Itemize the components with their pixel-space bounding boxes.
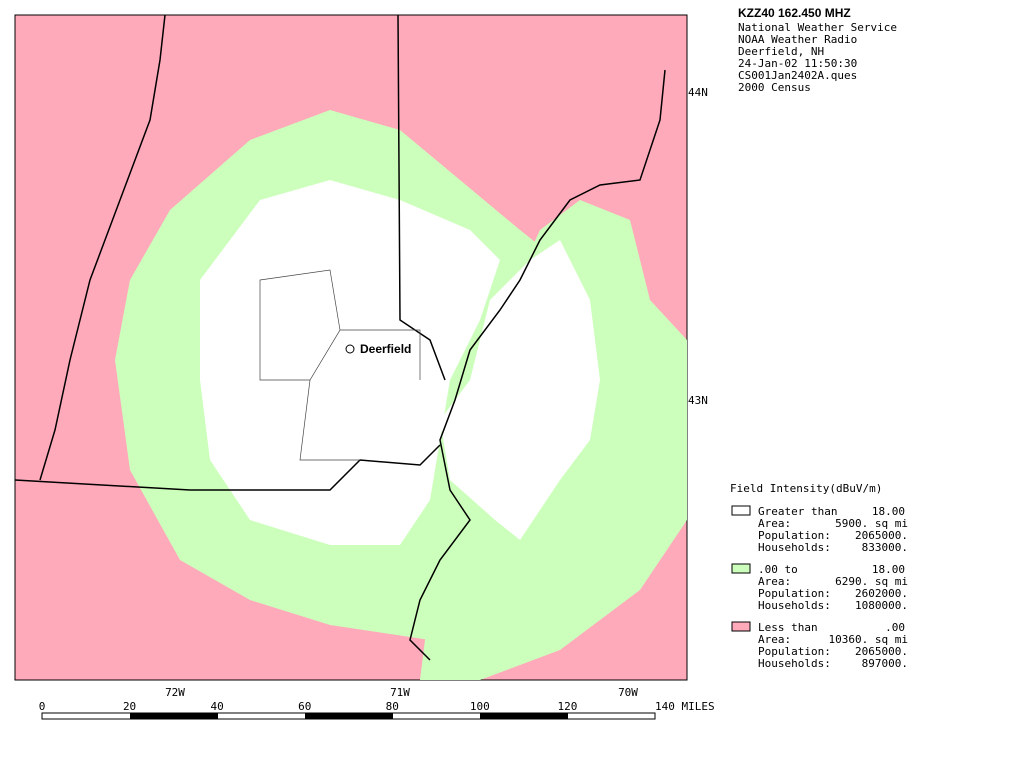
city-marker: [345, 344, 355, 354]
scale-label: 140 MILES: [655, 700, 715, 713]
legend-stat-label: Population:: [758, 529, 831, 542]
scale-bar-segment: [130, 713, 218, 719]
legend-stat-value: 2065000.: [855, 645, 908, 658]
scale-bar-segment: [305, 713, 393, 719]
legend-swatch: [731, 563, 751, 574]
legend-stat-value: 833000.: [862, 541, 908, 554]
legend-title: Field Intensity(dBuV/m): [730, 482, 882, 495]
legend-stat-label: Households:: [758, 599, 831, 612]
longitude-label: 71W: [390, 686, 410, 699]
legend-stat-label: Population:: [758, 645, 831, 658]
legend-stat-value: 6290. sq mi: [835, 575, 908, 588]
header-title: KZZ40 162.450 MHZ: [738, 6, 851, 20]
city-label: Deerfield: [360, 342, 411, 356]
legend-label: Greater than: [758, 505, 837, 518]
latitude-label: 44N: [688, 86, 708, 99]
legend-stat-value: 2065000.: [855, 529, 908, 542]
coverage-strong-land: [200, 180, 500, 545]
legend-threshold: 18.00: [872, 563, 905, 576]
state-border: [39, 14, 166, 481]
latitude-label: 43N: [688, 394, 708, 407]
scale-label: 60: [298, 700, 311, 713]
legend-stat-value: 897000.: [862, 657, 908, 670]
scale-label: 120: [557, 700, 577, 713]
legend-threshold: .00: [885, 621, 905, 634]
legend-stat-label: Households:: [758, 541, 831, 554]
legend-stat-value: 2602000.: [855, 587, 908, 600]
longitude-label: 72W: [165, 686, 185, 699]
legend-swatch: [731, 621, 751, 632]
scale-bar-segment: [480, 713, 568, 719]
legend-label: Less than: [758, 621, 818, 634]
scale-label: 100: [470, 700, 490, 713]
header-line: 24-Jan-02 11:50:30: [738, 57, 857, 70]
header-line: NOAA Weather Radio: [738, 33, 857, 46]
coverage-strong-ocean: [440, 240, 600, 540]
legend-swatch: [731, 505, 751, 516]
legend-stat-value: 1080000.: [855, 599, 908, 612]
scale-label: 40: [211, 700, 224, 713]
county-lines: [259, 269, 421, 461]
scale-label: 20: [123, 700, 136, 713]
legend-stat-value: 10360. sq mi: [829, 633, 908, 646]
scale-label: 0: [39, 700, 46, 713]
legend-stat-value: 5900. sq mi: [835, 517, 908, 530]
header-line: Deerfield, NH: [738, 45, 824, 58]
county-line: [259, 269, 421, 461]
header-line: National Weather Service: [738, 21, 897, 34]
legend-stat-label: Households:: [758, 657, 831, 670]
legend-label: .00 to: [758, 563, 798, 576]
legend-stat-label: Area:: [758, 517, 791, 530]
legend-stat-label: Population:: [758, 587, 831, 600]
scale-bar: [41, 712, 656, 720]
header-line: CS001Jan2402A.ques: [738, 69, 857, 82]
legend-threshold: 18.00: [872, 505, 905, 518]
legend-stat-label: Area:: [758, 633, 791, 646]
state-border: [14, 444, 441, 491]
legend-stat-label: Area:: [758, 575, 791, 588]
coastline: [409, 69, 666, 661]
longitude-label: 70W: [618, 686, 638, 699]
scale-label: 80: [386, 700, 399, 713]
header-line: 2000 Census: [738, 81, 811, 94]
